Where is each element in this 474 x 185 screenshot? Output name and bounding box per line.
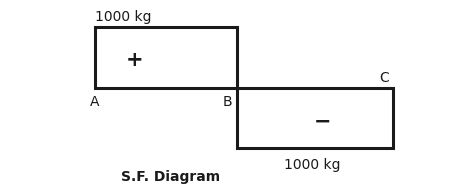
Text: S.F. Diagram: S.F. Diagram bbox=[121, 170, 220, 184]
Text: A: A bbox=[90, 95, 100, 109]
Bar bbox=[237, 88, 393, 149]
Text: 1000 kg: 1000 kg bbox=[95, 10, 151, 24]
Bar bbox=[95, 27, 237, 88]
Text: C: C bbox=[379, 71, 389, 85]
Text: B: B bbox=[223, 95, 232, 109]
Text: −: − bbox=[314, 111, 332, 131]
Text: 1000 kg: 1000 kg bbox=[284, 158, 341, 172]
Text: +: + bbox=[126, 50, 144, 70]
